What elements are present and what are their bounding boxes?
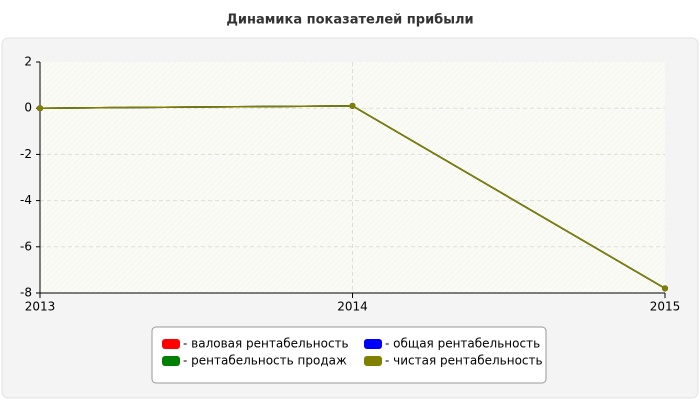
legend-label: - валовая рентабельность [183, 337, 349, 351]
x-tick-label: 2013 [25, 300, 56, 314]
x-tick-label: 2015 [650, 300, 681, 314]
legend-swatch [364, 356, 382, 366]
chart-title: Динамика показателей прибыли [226, 13, 473, 28]
legend-swatch [162, 356, 180, 366]
y-tick-label: -8 [20, 286, 32, 300]
point [349, 102, 356, 109]
y-tick-label: -4 [20, 193, 32, 207]
legend [151, 326, 547, 384]
x-tick-label: 2014 [337, 300, 368, 314]
legend-swatch [162, 339, 180, 349]
legend-swatch [364, 339, 382, 349]
legend-label: - общая рентабельность [385, 337, 540, 351]
legend-label: - чистая рентабельность [385, 354, 543, 368]
y-tick-label: -2 [20, 147, 32, 161]
legend-label: - рентабельность продаж [183, 354, 347, 368]
point [662, 285, 668, 292]
y-tick-label: 0 [24, 101, 32, 115]
point [37, 105, 43, 112]
y-tick-label: 2 [24, 55, 32, 69]
y-tick-label: -6 [20, 239, 32, 253]
